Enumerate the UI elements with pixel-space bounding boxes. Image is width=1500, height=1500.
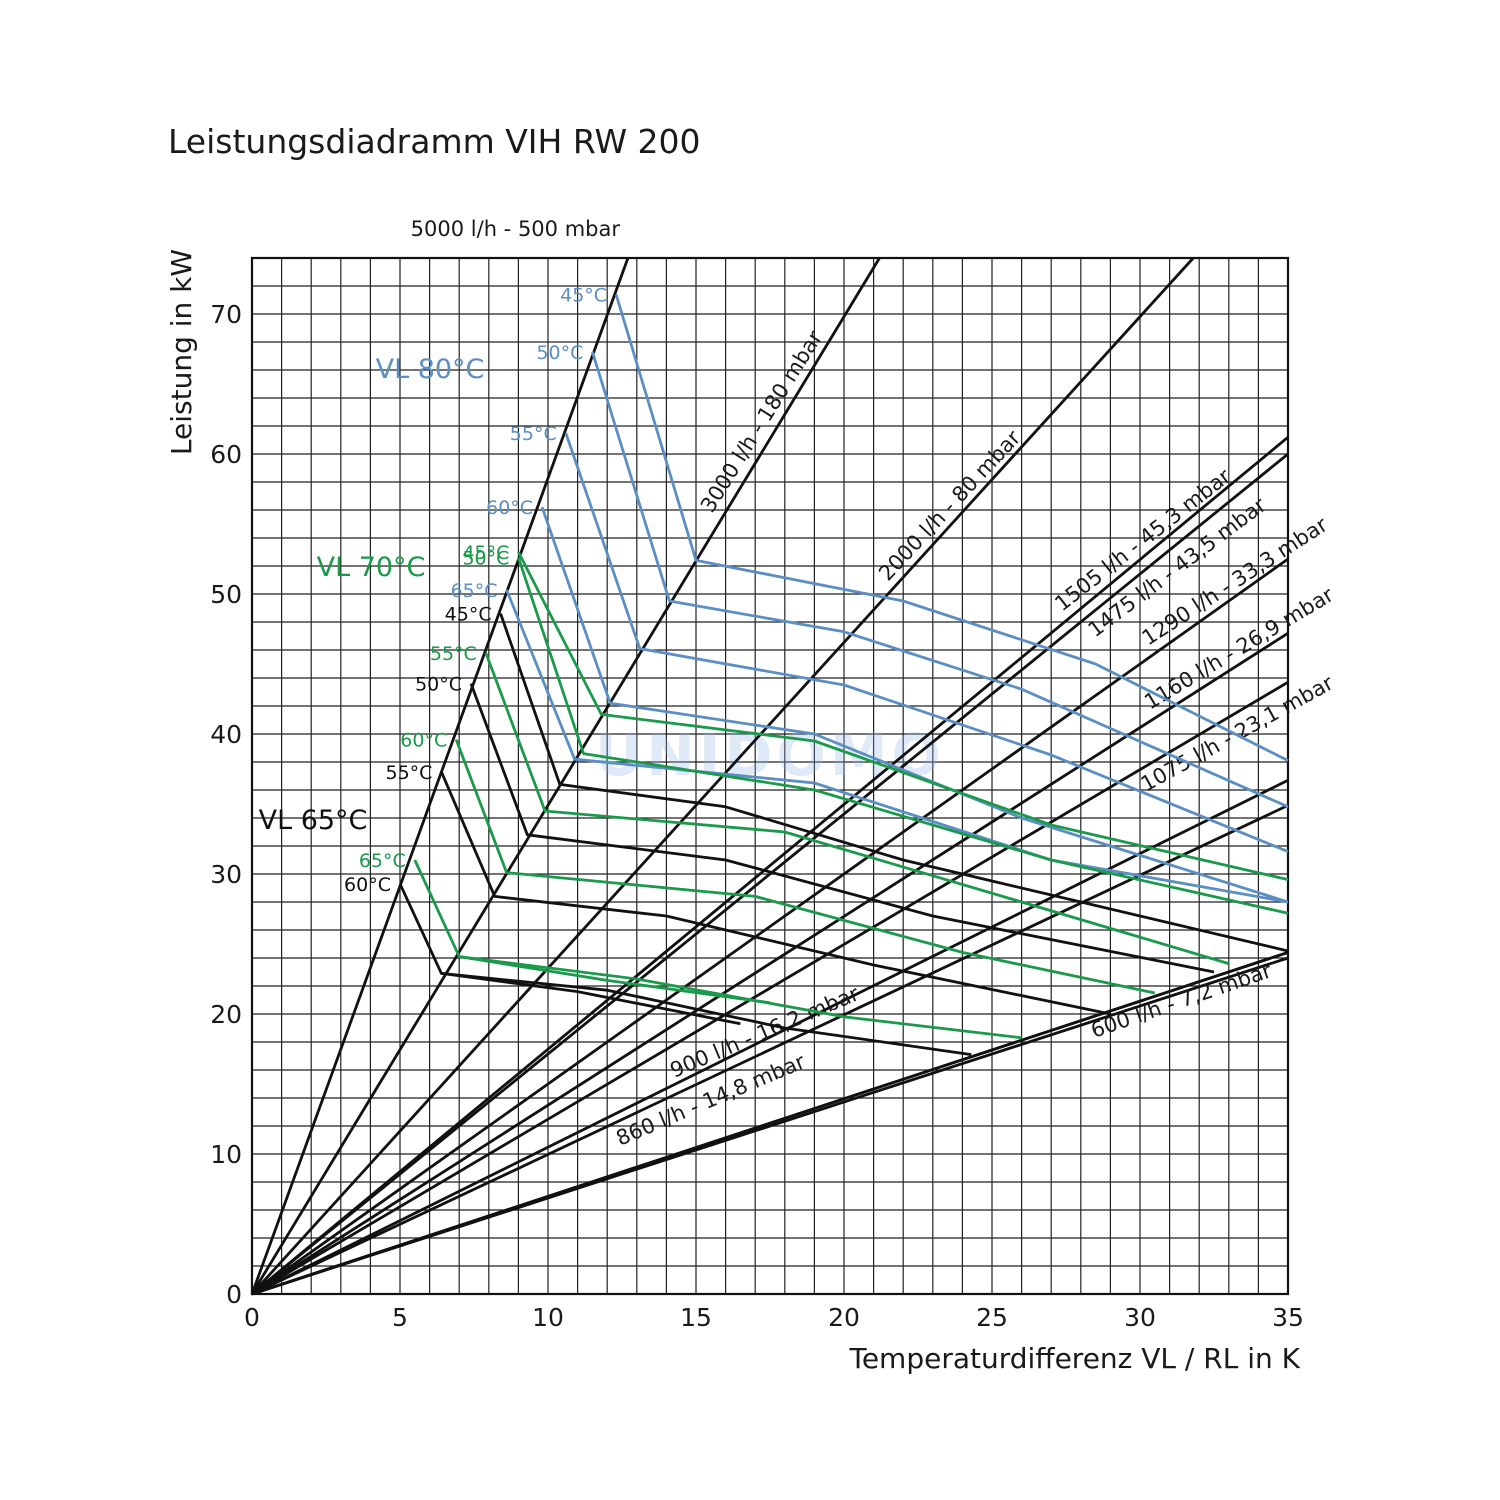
curve-label: 55°C <box>430 643 477 665</box>
temperature-curve <box>517 557 1289 915</box>
x-tick-label: 5 <box>392 1303 408 1332</box>
temperature-curve <box>469 683 1215 974</box>
x-axis-label: Temperaturdifferenz VL / RL in K <box>848 1342 1300 1375</box>
temperature-curves: 45°C50°C55°C60°C65°CVL 80°C45°C50°C55°C6… <box>259 284 1289 1056</box>
temperature-curve <box>517 551 1289 881</box>
curve-label: 50°C <box>462 548 509 570</box>
temperature-curve <box>398 883 972 1056</box>
flow-line <box>251 632 1289 1296</box>
y-tick-label: 40 <box>210 720 242 749</box>
curve-label: 60°C <box>400 730 447 752</box>
flow-line-label: 600 l/h - 7,2 mbar <box>1088 958 1275 1042</box>
curve-label: 50°C <box>536 342 583 364</box>
curve-label: 45°C <box>462 542 509 564</box>
temperature-curve <box>454 739 1156 995</box>
chart-grid <box>250 256 1290 1296</box>
temperature-curve <box>484 652 1230 965</box>
x-tick-label: 35 <box>1272 1303 1304 1332</box>
flow-line <box>251 804 1289 1296</box>
curve-label: 60°C <box>486 497 533 519</box>
curve-label: 65°C <box>359 850 406 872</box>
curve-label: 50°C <box>415 674 462 696</box>
curve-label: 55°C <box>385 762 432 784</box>
y-axis-label: Leistung in kW <box>165 249 198 455</box>
flow-line <box>251 680 1289 1296</box>
temperature-curve <box>458 955 771 1005</box>
plot-frame <box>250 256 1290 1296</box>
curve-group: 45°C50°C55°C60°C65°CVL 70°C <box>317 542 1289 1040</box>
curve-group: 45°C50°C55°C60°C65°CVL 80°C <box>376 284 1289 904</box>
y-tick-label: 20 <box>210 1000 242 1029</box>
x-tick-label: 0 <box>244 1303 260 1332</box>
temperature-curve <box>440 771 1111 1016</box>
x-tick-label: 20 <box>828 1303 860 1332</box>
temperature-curve <box>591 351 1289 809</box>
flow-line <box>251 557 1289 1296</box>
x-tick-label: 10 <box>532 1303 564 1332</box>
axis-ticks: 0 5 10 15 20 25 30 35 0 10 20 30 40 50 60 70 <box>210 300 1304 1332</box>
flow-line <box>250 257 881 1295</box>
curve-label: 60°C <box>344 874 391 896</box>
temperature-curve <box>505 589 1289 904</box>
curve-group-title: VL 65°C <box>259 805 368 836</box>
temperature-curve <box>441 972 741 1026</box>
temperature-curve <box>413 859 1022 1040</box>
flow-line-label: 5000 l/h - 500 mbar <box>411 217 621 241</box>
y-tick-label: 30 <box>210 860 242 889</box>
chart-title: Leistungsdiadramm VIH RW 200 <box>168 122 701 161</box>
flow-line-label: 2000 l/h - 80 mbar <box>874 425 1025 585</box>
temperature-curve <box>614 293 1289 762</box>
curve-group-title: VL 80°C <box>376 354 485 385</box>
curve-group-title: VL 70°C <box>317 552 426 583</box>
curve-label: 45°C <box>560 284 607 306</box>
curve-label: 45°C <box>445 604 492 626</box>
x-tick-label: 25 <box>976 1303 1008 1332</box>
x-tick-label: 15 <box>680 1303 712 1332</box>
temperature-curve <box>499 613 1289 953</box>
temperature-curve <box>564 432 1289 853</box>
curve-label: 55°C <box>510 423 557 445</box>
x-tick-label: 30 <box>1124 1303 1156 1332</box>
temperature-curve <box>540 506 1289 904</box>
curve-label: 65°C <box>451 580 498 602</box>
curve-group: 45°C 50°C 55°C 60°C VL 65°C <box>259 604 1289 1056</box>
flow-line <box>251 778 1289 1296</box>
flow-line <box>250 257 630 1295</box>
y-tick-label: 60 <box>210 440 242 469</box>
y-tick-label: 10 <box>210 1140 242 1169</box>
flow-line <box>251 951 1289 1296</box>
flow-line <box>251 452 1289 1296</box>
flow-line <box>251 436 1289 1296</box>
y-tick-label: 70 <box>210 300 242 329</box>
y-tick-label: 0 <box>226 1280 242 1309</box>
y-tick-label: 50 <box>210 580 242 609</box>
flow-line-label: 3000 l/h - 180 mbar <box>696 326 827 517</box>
